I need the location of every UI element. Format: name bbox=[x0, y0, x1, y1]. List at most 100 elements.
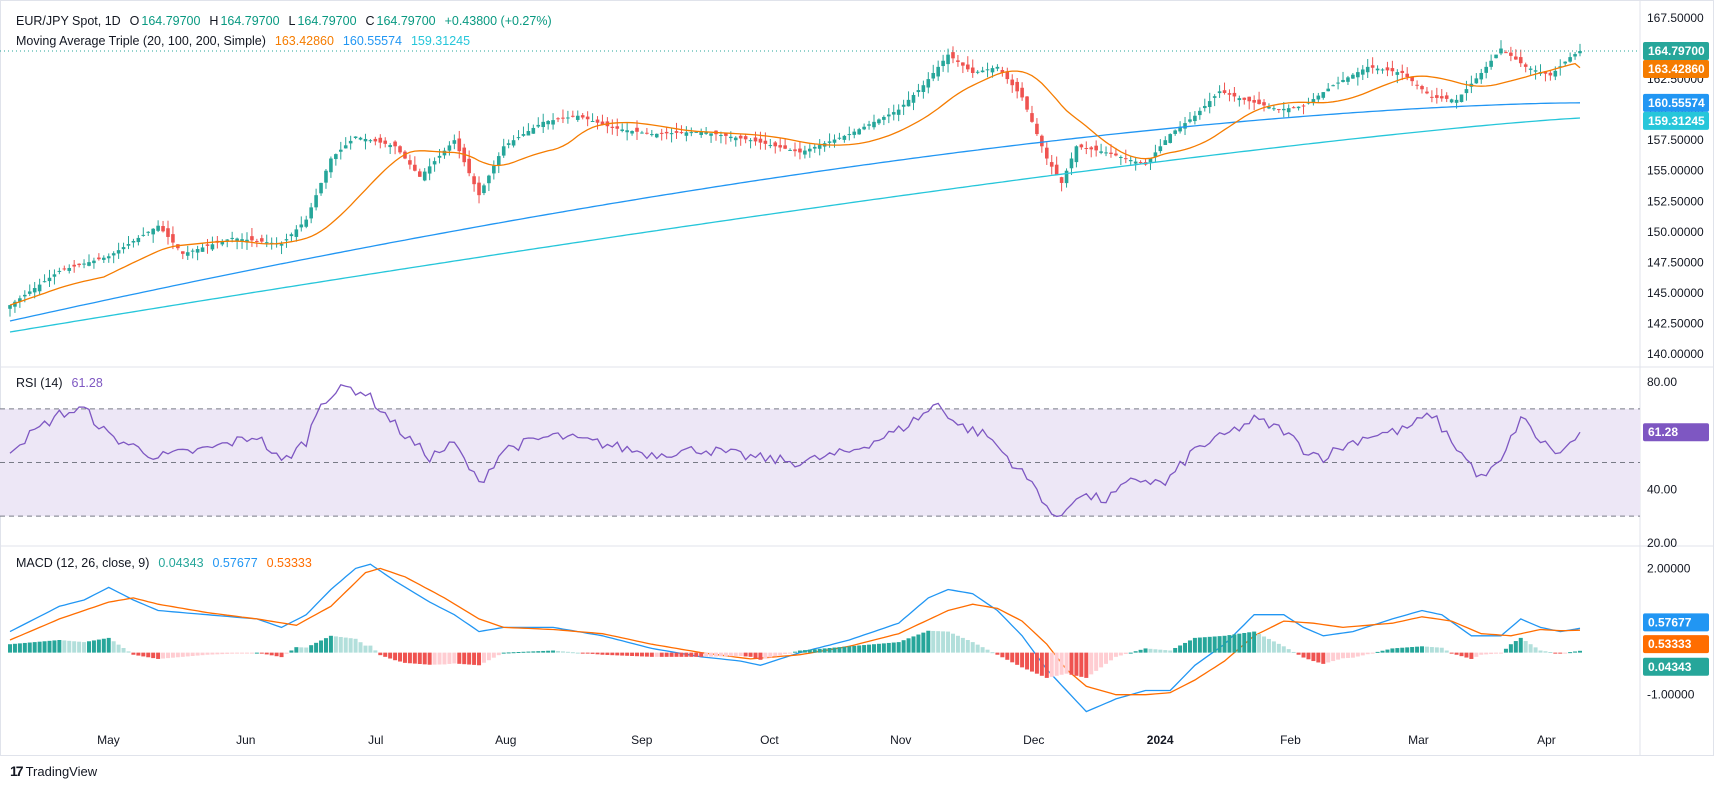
candle-body bbox=[72, 264, 76, 267]
candle-body bbox=[1232, 92, 1237, 97]
candle bbox=[185, 245, 190, 260]
candle-body bbox=[457, 138, 462, 152]
macd-tag-bg bbox=[1643, 613, 1709, 632]
macd-histogram-bar bbox=[521, 651, 526, 653]
candle bbox=[857, 127, 861, 135]
candle-body bbox=[180, 251, 185, 254]
rsi-axis-tick: 20.00 bbox=[1647, 536, 1677, 550]
macd-histogram-bar bbox=[1528, 644, 1533, 653]
ma100-price-tag: 160.55574 bbox=[1643, 93, 1709, 112]
candle-body bbox=[1395, 72, 1400, 75]
tradingview-logo[interactable]: 17 TradingView bbox=[10, 763, 97, 779]
ma-legend: Moving Average Triple (20, 100, 200, Sim… bbox=[16, 34, 472, 48]
macd-histogram-bar bbox=[605, 652, 610, 655]
candle-body bbox=[1370, 65, 1375, 68]
open-value: 164.79700 bbox=[141, 14, 201, 28]
macd-histogram-bar bbox=[1434, 647, 1439, 653]
candle-body bbox=[1375, 68, 1380, 71]
candle bbox=[289, 232, 294, 242]
candle bbox=[47, 269, 52, 287]
candle-body bbox=[309, 207, 313, 219]
candle-body bbox=[808, 148, 812, 152]
candle-body bbox=[136, 237, 141, 243]
macd-histogram-bar bbox=[1281, 646, 1286, 653]
macd-histogram-bar bbox=[1385, 649, 1390, 653]
candle bbox=[709, 133, 713, 143]
macd-histogram-bar bbox=[432, 652, 437, 665]
candle bbox=[733, 136, 738, 147]
candle-body bbox=[729, 136, 733, 139]
candle-body bbox=[1390, 68, 1395, 72]
macd-histogram-bar bbox=[249, 652, 254, 654]
candle bbox=[1286, 104, 1291, 118]
candle bbox=[210, 236, 215, 251]
candle-body bbox=[521, 134, 526, 136]
macd-signal-value: 0.53333 bbox=[266, 556, 312, 570]
candle-body bbox=[1128, 160, 1133, 162]
candle bbox=[368, 139, 373, 143]
macd-histogram-bar bbox=[1568, 652, 1573, 654]
macd-histogram-bar bbox=[1286, 649, 1291, 653]
high-value: 164.79700 bbox=[220, 14, 280, 28]
candle-body bbox=[1351, 74, 1355, 79]
candle-body bbox=[1316, 95, 1321, 100]
candle-body bbox=[87, 262, 91, 266]
candle-body bbox=[1069, 158, 1074, 169]
macd-histogram-bar bbox=[165, 652, 170, 659]
candle bbox=[916, 83, 921, 97]
candle bbox=[956, 54, 960, 67]
candle bbox=[1168, 133, 1173, 144]
macd-histogram-bar bbox=[1479, 652, 1484, 655]
macd-histogram-bar bbox=[1543, 651, 1548, 653]
candle-body bbox=[121, 247, 126, 250]
macd-hist-value: 0.04343 bbox=[158, 556, 204, 570]
candle bbox=[413, 156, 417, 172]
chart-canvas[interactable]: 167.50000165.00000162.50000160.00000157.… bbox=[0, 0, 1723, 760]
macd-histogram-bar bbox=[368, 645, 373, 653]
macd-histogram-bar bbox=[649, 652, 654, 657]
candle-body bbox=[1509, 52, 1513, 56]
candle-body bbox=[867, 124, 871, 126]
candle-body bbox=[1568, 57, 1572, 62]
candle-body bbox=[1528, 68, 1533, 70]
macd-histogram-bar bbox=[195, 652, 200, 656]
candle-body bbox=[694, 131, 699, 133]
candle-body bbox=[640, 132, 644, 134]
candle-body bbox=[1331, 85, 1335, 87]
candle bbox=[294, 225, 299, 242]
candle bbox=[1479, 68, 1484, 84]
candle-body bbox=[916, 90, 921, 93]
macd-histogram-bar bbox=[615, 652, 620, 656]
candle bbox=[482, 183, 486, 196]
candle bbox=[1351, 73, 1355, 79]
candle bbox=[1410, 76, 1414, 86]
candle-body bbox=[496, 156, 501, 166]
candle bbox=[704, 127, 708, 135]
candle-body bbox=[161, 226, 165, 232]
candle bbox=[1568, 52, 1572, 63]
candle-body bbox=[1533, 70, 1538, 72]
candle-body bbox=[1296, 106, 1301, 109]
candle bbox=[1049, 155, 1054, 175]
candle-body bbox=[600, 121, 605, 125]
candle bbox=[1005, 67, 1010, 84]
macd-histogram-bar bbox=[832, 647, 837, 653]
macd-tag: 0.57677 bbox=[1643, 613, 1709, 632]
candle-body bbox=[970, 67, 975, 73]
macd-histogram-bar bbox=[1306, 652, 1311, 660]
candle-body bbox=[57, 270, 62, 272]
candle bbox=[1365, 59, 1370, 78]
candle-body bbox=[8, 305, 12, 309]
macd-histogram-bar bbox=[8, 644, 12, 653]
rsi-axis-tick: 80.00 bbox=[1647, 375, 1677, 389]
macd-histogram-bar bbox=[131, 652, 136, 655]
macd-histogram-bar bbox=[797, 650, 802, 653]
candle-body bbox=[67, 267, 72, 271]
candle-body bbox=[1336, 82, 1340, 84]
macd-histogram-bar bbox=[472, 652, 477, 665]
rsi-legend-value: 61.28 bbox=[71, 376, 103, 390]
candle-body bbox=[1049, 162, 1054, 167]
candle-body bbox=[773, 142, 778, 147]
candle-body bbox=[338, 149, 343, 152]
candle-body bbox=[1242, 97, 1247, 100]
